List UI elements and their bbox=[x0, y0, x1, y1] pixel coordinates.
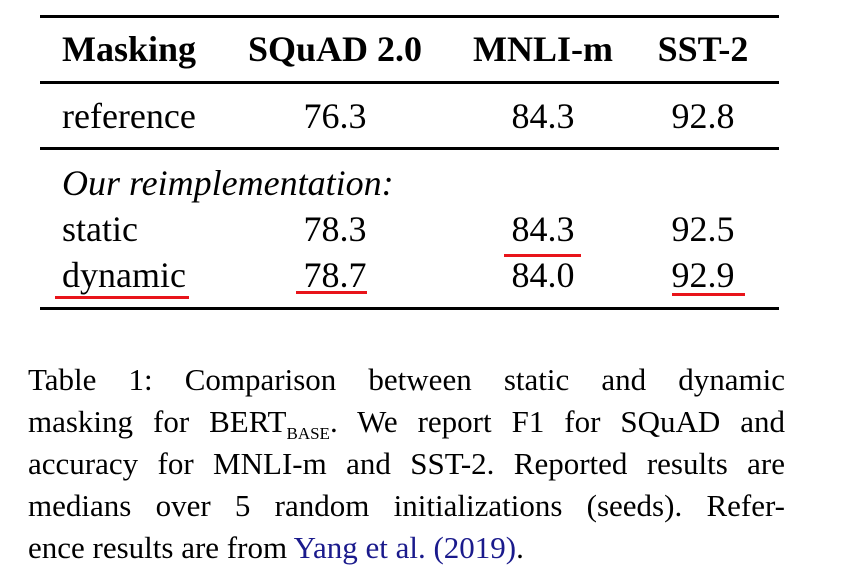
row-dynamic-label: dynamic bbox=[62, 255, 186, 295]
red-underline-dynamic-sst2 bbox=[672, 293, 745, 296]
caption-text: masking for BERT bbox=[28, 404, 287, 439]
row-static-label: static bbox=[62, 209, 138, 249]
dynamic-mnli: 84.0 bbox=[511, 255, 575, 295]
table-caption: Table 1: Comparison between static and d… bbox=[28, 359, 785, 569]
caption-line: masking for BERTBASE. We report F1 for S… bbox=[28, 401, 785, 443]
static-mnli: 84.3 bbox=[511, 209, 575, 249]
mid-rule bbox=[40, 147, 779, 150]
reference-squad: 76.3 bbox=[303, 96, 367, 136]
dynamic-sst2: 92.9 bbox=[671, 255, 735, 295]
caption-text: ence results are from bbox=[28, 530, 294, 565]
header-masking: Masking bbox=[62, 29, 197, 69]
red-underline-static-mnli bbox=[504, 254, 581, 257]
header-squad: SQuAD 2.0 bbox=[247, 29, 423, 69]
red-underline-dynamic-squad bbox=[296, 291, 367, 294]
header-sst2: SST-2 bbox=[657, 29, 749, 69]
citation-link-year[interactable]: (2019) bbox=[433, 530, 517, 565]
caption-line: Table 1: Comparison between static and d… bbox=[28, 362, 785, 397]
caption-text: . bbox=[516, 530, 524, 565]
caption-text: . We report F1 for SQuAD and bbox=[329, 404, 786, 439]
red-underline-dynamic-label bbox=[55, 296, 189, 299]
bottom-rule bbox=[40, 307, 779, 310]
dynamic-squad: 78.7 bbox=[303, 255, 367, 295]
caption-line: medians over 5 random initializations (s… bbox=[28, 488, 785, 523]
row-reference-label: reference bbox=[62, 96, 196, 136]
bert-subscript: BASE bbox=[286, 424, 330, 443]
caption-line: accuracy for MNLI-m and SST-2. Reported … bbox=[28, 446, 785, 481]
citation-link-author[interactable]: Yang et al. bbox=[293, 530, 426, 565]
reference-sst2: 92.8 bbox=[671, 96, 735, 136]
caption-line: ence results are from Yang et al. (2019)… bbox=[28, 527, 785, 569]
header-mnli: MNLI-m bbox=[473, 29, 613, 69]
section-label: Our reimplementation: bbox=[62, 163, 394, 203]
static-sst2: 92.5 bbox=[671, 209, 735, 249]
header-rule bbox=[40, 81, 779, 84]
reference-mnli: 84.3 bbox=[511, 96, 575, 136]
top-rule bbox=[40, 15, 779, 18]
static-squad: 78.3 bbox=[303, 209, 367, 249]
